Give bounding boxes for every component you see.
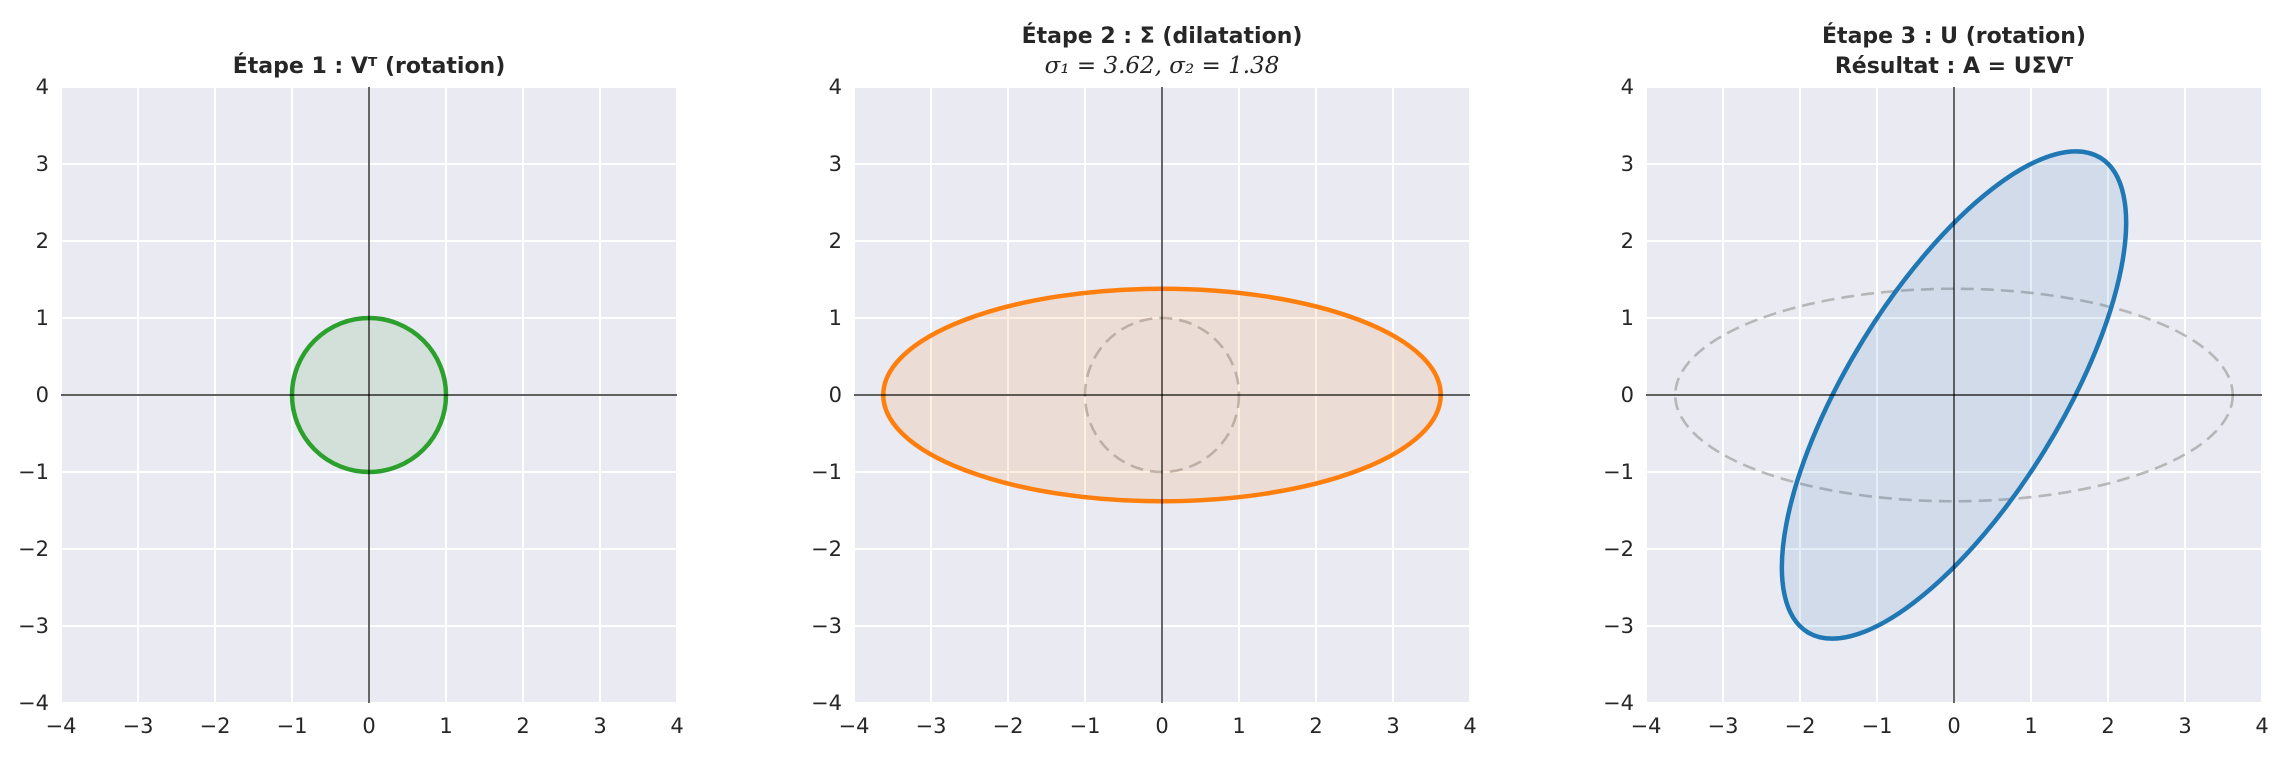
x-tick-label: 4	[1463, 714, 1476, 738]
x-tick-label: 0	[362, 714, 375, 738]
y-tick-label: 4	[1621, 75, 1634, 99]
x-tick-label: 1	[2024, 714, 2037, 738]
plot-content	[1646, 87, 2262, 703]
chart-panel-2: −4 −3 −2 −1 0 1 2 3 4 −4 −3 −2 −1 0 1 2 3 4 Étape 2 : Σ (d…	[811, 23, 1477, 738]
chart-title: Étape 1 : Vᵀ (rotation)	[233, 53, 506, 79]
x-tick-label: 2	[1309, 714, 1322, 738]
y-tick-label: −2	[18, 537, 49, 561]
y-tick-label: −1	[1603, 460, 1634, 484]
y-tick-label: 3	[829, 152, 842, 176]
x-tick-label: 4	[670, 714, 683, 738]
y-tick-label: 2	[829, 229, 842, 253]
x-tick-label: 0	[1155, 714, 1168, 738]
x-tick-label: 3	[2178, 714, 2191, 738]
plot-content	[61, 87, 677, 703]
x-tick-label: −4	[46, 714, 77, 738]
y-tick-label: 4	[36, 75, 49, 99]
x-tick-label: −3	[916, 714, 947, 738]
x-tick-label: −3	[123, 714, 154, 738]
x-tick-label: 2	[2101, 714, 2114, 738]
y-tick-label: 0	[829, 383, 842, 407]
x-tick-label: 0	[1947, 714, 1960, 738]
chart-title: Étape 3 : U (rotation)	[1822, 23, 2086, 49]
x-tick-label: −2	[1785, 714, 1816, 738]
y-tick-label: −2	[1603, 537, 1634, 561]
y-tick-label: 1	[829, 306, 842, 330]
y-tick-label: −1	[18, 460, 49, 484]
y-tick-label: 4	[829, 75, 842, 99]
x-tick-label: 1	[1232, 714, 1245, 738]
x-tick-label: 1	[439, 714, 452, 738]
x-tick-label: −4	[1631, 714, 1662, 738]
y-tick-label: 1	[36, 306, 49, 330]
plot-content	[854, 87, 1470, 703]
y-tick-label: −1	[811, 460, 842, 484]
x-tick-label: 3	[1386, 714, 1399, 738]
chart-panel-1: −4 −3 −2 −1 0 1 2 3 4 −4 −3 −2 −1 0 1 2 3 4 Étape 1 : Vᵀ (…	[18, 53, 684, 738]
y-tick-label: −4	[811, 691, 842, 715]
x-tick-label: 3	[593, 714, 606, 738]
x-tick-label: 4	[2255, 714, 2268, 738]
x-tick-label: −2	[993, 714, 1024, 738]
x-tick-label: −4	[839, 714, 870, 738]
x-tick-label: −3	[1708, 714, 1739, 738]
y-tick-label: 2	[36, 229, 49, 253]
y-tick-label: −3	[1603, 614, 1634, 638]
chart-panel-3: −4 −3 −2 −1 0 1 2 3 4 −4 −3 −2 −1 0 1 2 3 4 Étape 3 : U (r…	[1603, 23, 2269, 738]
y-tick-label: 2	[1621, 229, 1634, 253]
x-tick-label: −2	[200, 714, 231, 738]
y-tick-label: −3	[18, 614, 49, 638]
y-tick-label: 0	[36, 383, 49, 407]
y-tick-label: 3	[1621, 152, 1634, 176]
x-tick-label: 2	[516, 714, 529, 738]
y-tick-label: −2	[811, 537, 842, 561]
x-tick-label: −1	[277, 714, 308, 738]
y-tick-label: 3	[36, 152, 49, 176]
x-tick-label: −1	[1862, 714, 1893, 738]
y-tick-label: −4	[18, 691, 49, 715]
chart-subtitle: σ₁ = 3.62, σ₂ = 1.38	[1045, 53, 1280, 79]
y-tick-label: 1	[1621, 306, 1634, 330]
y-tick-label: −4	[1603, 691, 1634, 715]
y-tick-label: −3	[811, 614, 842, 638]
chart-subtitle: Résultat : A = UΣVᵀ	[1835, 54, 2074, 79]
x-tick-label: −1	[1070, 714, 1101, 738]
chart-title: Étape 2 : Σ (dilatation)	[1022, 23, 1303, 49]
y-tick-label: 0	[1621, 383, 1634, 407]
